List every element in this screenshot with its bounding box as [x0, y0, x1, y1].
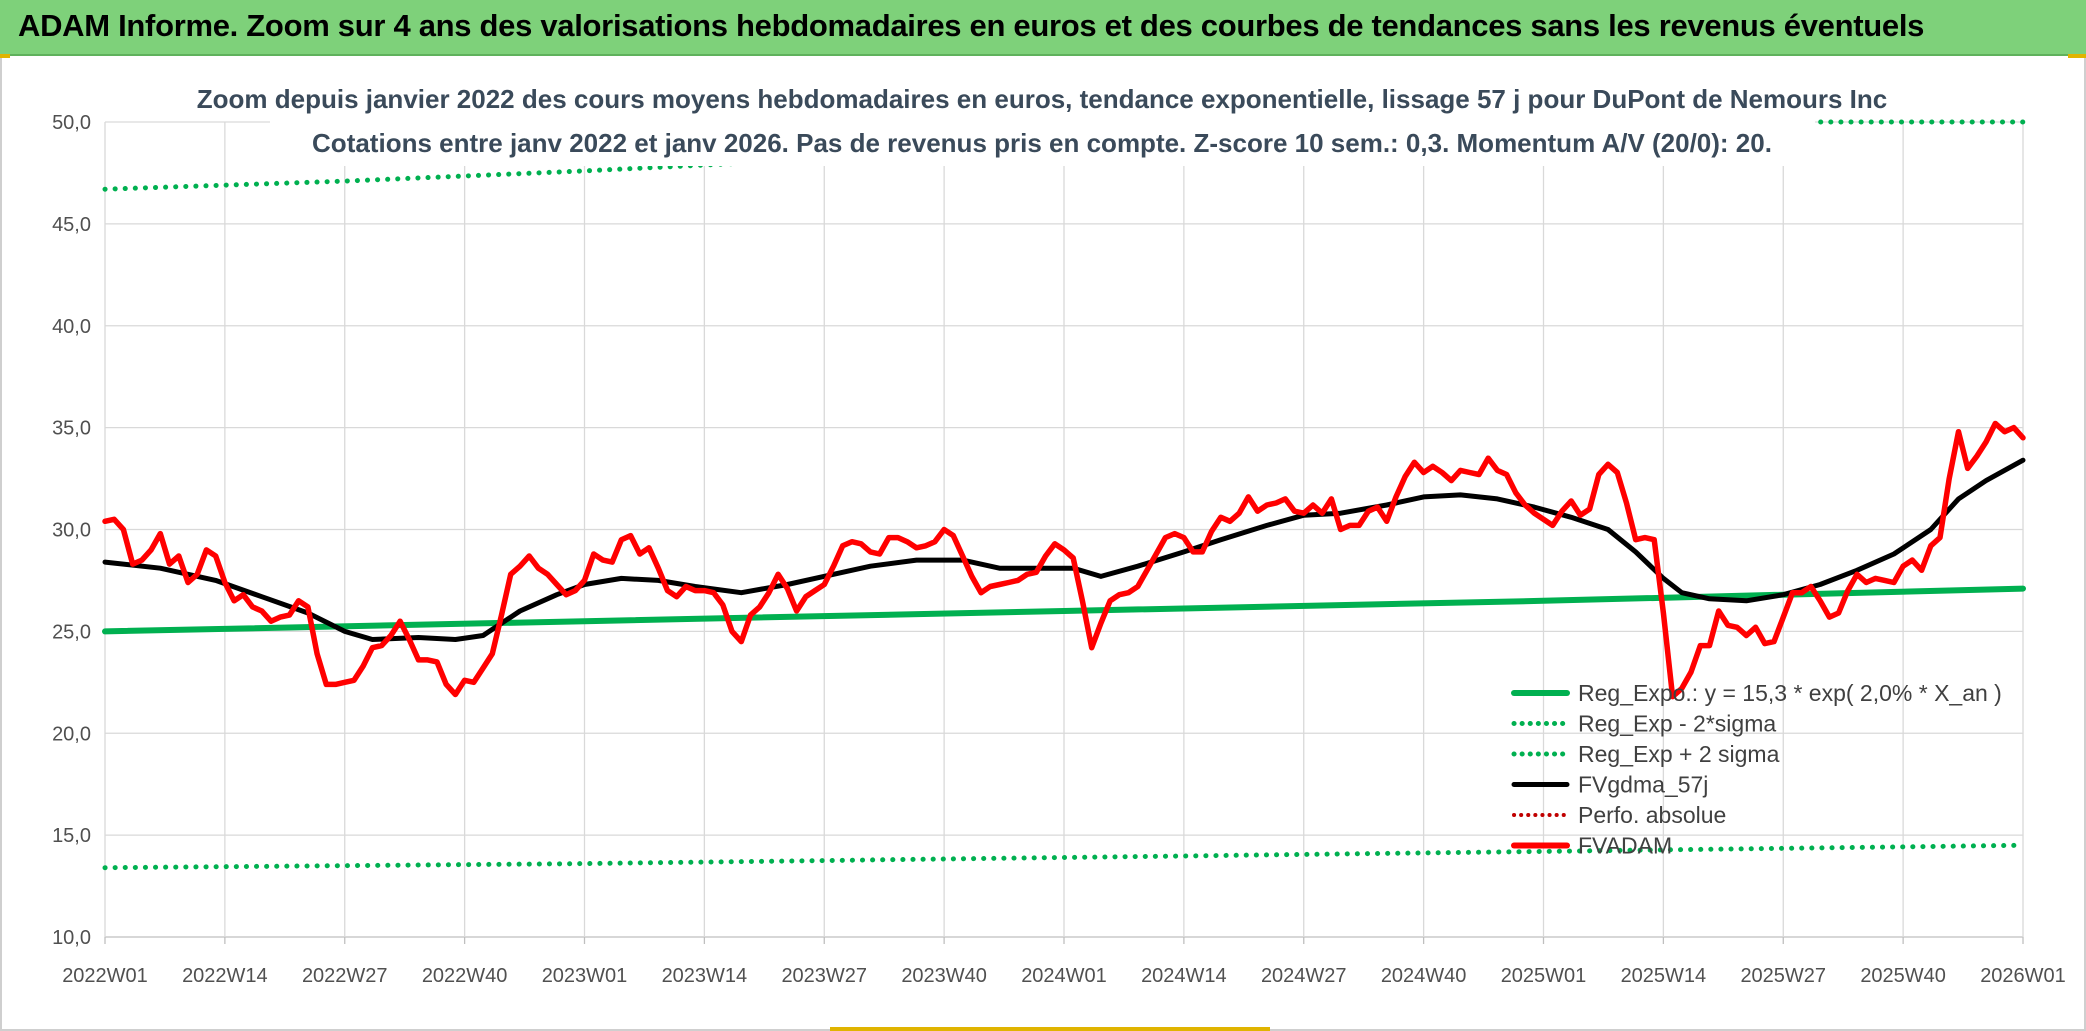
x-tick-label: 2023W14 [662, 965, 748, 987]
x-tick-label: 2024W27 [1261, 965, 1347, 987]
y-tick-label: 10,0 [52, 927, 91, 949]
header-bar: ADAM Informe. Zoom sur 4 ans des valoris… [0, 0, 2086, 56]
title-background [270, 78, 1815, 166]
y-tick-label: 45,0 [52, 214, 91, 236]
page-title: ADAM Informe. Zoom sur 4 ans des valoris… [18, 8, 1925, 43]
chart-subtitle: Cotations entre janv 2022 et janv 2026. … [312, 128, 1772, 158]
grid-lines [104, 121, 2024, 944]
legend-label: Reg_Exp + 2 sigma [1578, 741, 1780, 767]
x-tick-label: 2025W40 [1860, 965, 1946, 987]
series-fvadam [102, 420, 2026, 700]
series-reg-minus-2sigma [102, 842, 2026, 871]
y-tick-label: 50,0 [52, 112, 91, 134]
legend-label: Reg_Expo.: y = 15,3 * exp( 2,0% * X_an ) [1578, 680, 2002, 706]
x-tick-label: 2022W14 [182, 965, 268, 987]
x-tick-label: 2025W01 [1501, 965, 1587, 987]
legend-label: Perfo. absolue [1578, 802, 1726, 828]
legend-label: FVgdma_57j [1578, 772, 1708, 798]
chart-title: Zoom depuis janvier 2022 des cours moyen… [197, 84, 1888, 114]
accent-stripe-right [2068, 54, 2086, 58]
legend: Reg_Expo.: y = 15,3 * exp( 2,0% * X_an )… [1511, 680, 2002, 859]
y-tick-label: 30,0 [52, 520, 91, 542]
x-tick-label: 2024W14 [1141, 965, 1227, 987]
series-reg-plus-2sigma [102, 119, 2026, 192]
y-axis-ticks: 10,0 15,0 20,0 25,0 30,0 35,0 40,0 45,0 50,0 [52, 112, 91, 949]
series-fvgdma-57j [102, 457, 2026, 642]
x-tick-label: 2025W14 [1621, 965, 1707, 987]
y-tick-label: 15,0 [52, 825, 91, 847]
x-tick-label: 2022W40 [422, 965, 508, 987]
x-tick-label: 2022W27 [302, 965, 388, 987]
x-axis-ticks: 2022W01 2022W14 2022W27 2022W40 2023W01 2023W… [62, 965, 2066, 987]
legend-label: FVADAM [1578, 833, 1672, 859]
x-tick-label: 2025W27 [1740, 965, 1826, 987]
accent-stripe-bottom [830, 1027, 1270, 1031]
y-tick-label: 35,0 [52, 418, 91, 440]
y-tick-label: 40,0 [52, 316, 91, 338]
x-tick-label: 2023W40 [901, 965, 987, 987]
y-tick-label: 20,0 [52, 723, 91, 745]
x-tick-label: 2022W01 [62, 965, 148, 987]
accent-stripe-left [0, 54, 10, 58]
x-tick-label: 2023W27 [781, 965, 867, 987]
x-tick-label: 2023W01 [542, 965, 628, 987]
x-tick-label: 2026W01 [1980, 965, 2066, 987]
x-tick-label: 2024W40 [1381, 965, 1467, 987]
legend-label: Reg_Exp - 2*sigma [1578, 711, 1776, 737]
chart-title-block: Zoom depuis janvier 2022 des cours moyen… [197, 78, 1888, 166]
x-tick-label: 2024W01 [1021, 965, 1107, 987]
series-layer [102, 119, 2026, 871]
y-tick-label: 25,0 [52, 621, 91, 643]
